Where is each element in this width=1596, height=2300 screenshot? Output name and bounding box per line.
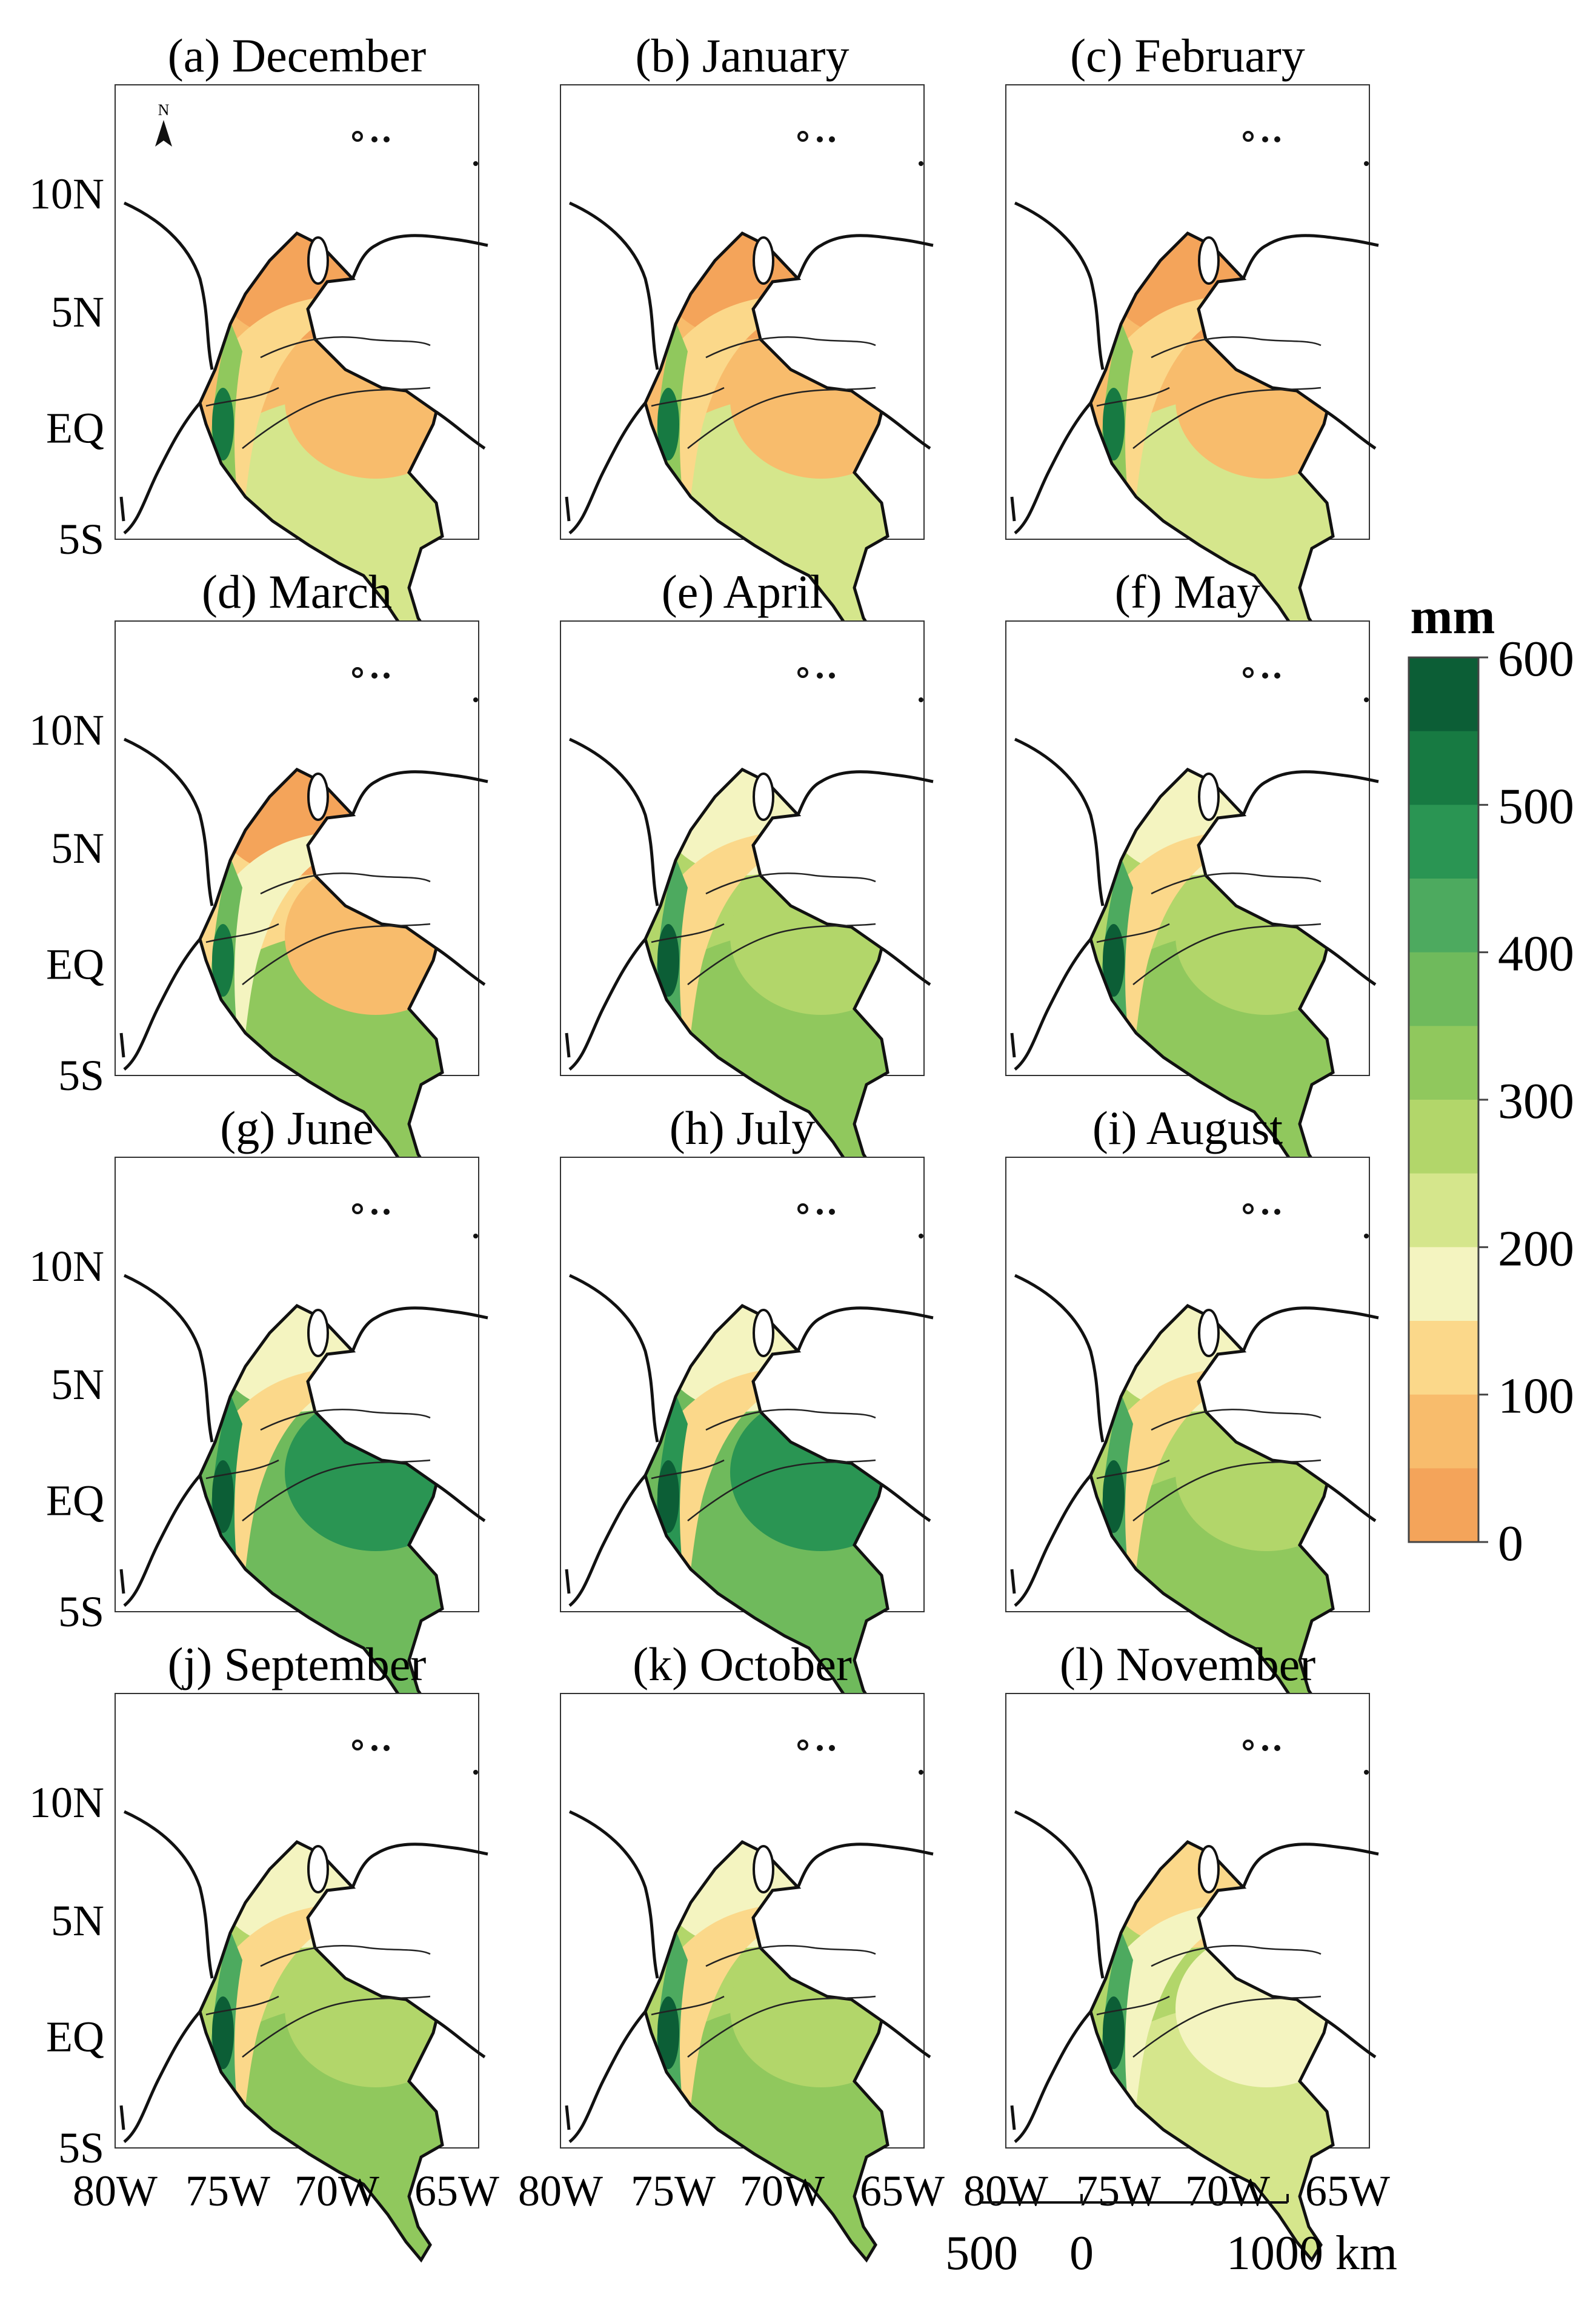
colorbar-segment xyxy=(1409,952,1478,1026)
colorbar-segment xyxy=(1409,1468,1478,1543)
latitude-label: 10N xyxy=(29,706,104,754)
longitude-label: 75W xyxy=(185,2167,270,2215)
colorbar-tick-label: 0 xyxy=(1498,1515,1523,1572)
longitude-label: 70W xyxy=(294,2167,379,2215)
panel-title: (k) October xyxy=(633,1638,852,1690)
colorbar-segment xyxy=(1409,879,1478,953)
longitude-label: 70W xyxy=(740,2167,825,2215)
longitude-label: 80W xyxy=(73,2167,158,2215)
latitude-label: EQ xyxy=(46,1476,104,1524)
longitude-label: 80W xyxy=(518,2167,603,2215)
latitude-label: 10N xyxy=(29,1778,104,1827)
panel-title: (i) August xyxy=(1092,1102,1283,1154)
panel-title: (h) July xyxy=(670,1102,815,1154)
panel-title: (g) June xyxy=(220,1102,373,1154)
latitude-label: 10N xyxy=(29,170,104,218)
latitude-label: 5S xyxy=(58,1587,104,1636)
latitude-label: EQ xyxy=(46,940,104,988)
longitude-label: 70W xyxy=(1185,2167,1270,2215)
map-panel-1 xyxy=(115,84,488,654)
colorbar-segment xyxy=(1409,1394,1478,1469)
longitude-label: 80W xyxy=(963,2167,1048,2215)
colorbar-segment xyxy=(1409,731,1478,805)
colorbar-segment xyxy=(1409,1247,1478,1321)
colorbar-tick-label: 300 xyxy=(1498,1073,1574,1129)
scale-bar-label: 500 xyxy=(945,2227,1018,2280)
scale-bar-label: 0 xyxy=(1069,2227,1094,2280)
colorbar-segment xyxy=(1409,805,1478,879)
longitude-label: 75W xyxy=(631,2167,716,2215)
longitude-label: 65W xyxy=(1305,2167,1390,2215)
longitude-label: 65W xyxy=(860,2167,945,2215)
colorbar-unit: mm xyxy=(1411,588,1495,645)
panel-title: (d) March xyxy=(202,565,392,618)
latitude-label: 5S xyxy=(58,515,104,563)
map-panel-6 xyxy=(1005,620,1379,1191)
panel-title: (b) January xyxy=(635,29,849,82)
colorbar-tick-label: 600 xyxy=(1498,631,1574,687)
map-panel-4 xyxy=(115,620,488,1191)
colorbar-tick-label: 400 xyxy=(1498,926,1574,982)
latitude-label: 5N xyxy=(51,1360,104,1409)
map-panel-12 xyxy=(1005,1693,1379,2263)
colorbar-segment xyxy=(1409,1100,1478,1174)
latitude-label: 5S xyxy=(58,1051,104,1100)
latitude-label: EQ xyxy=(46,404,104,452)
latitude-label: EQ xyxy=(46,2012,104,2061)
latitude-label: 5N xyxy=(51,1896,104,1945)
latitude-label: 5N xyxy=(51,824,104,872)
latitude-label: 5S xyxy=(58,2124,104,2172)
north-arrow-label: N xyxy=(158,101,170,119)
colorbar-segment xyxy=(1409,1173,1478,1248)
latitude-label: 5N xyxy=(51,288,104,336)
panel-title: (j) September xyxy=(168,1638,427,1690)
colorbar-segment xyxy=(1409,657,1478,732)
panel-title: (f) May xyxy=(1115,565,1260,618)
panel-title: (c) February xyxy=(1070,29,1305,82)
longitude-label: 75W xyxy=(1076,2167,1161,2215)
panel-title: (l) November xyxy=(1060,1638,1315,1690)
colorbar-tick-label: 500 xyxy=(1498,778,1574,834)
scale-bar-label: 1000 km xyxy=(1226,2227,1397,2280)
panel-title: (e) April xyxy=(662,565,823,618)
colorbar-tick-label: 200 xyxy=(1498,1220,1574,1277)
north-arrow-icon: N xyxy=(155,101,172,147)
latitude-label: 10N xyxy=(29,1242,104,1291)
colorbar-segment xyxy=(1409,1026,1478,1100)
colorbar-segment xyxy=(1409,1321,1478,1395)
colorbar-tick-label: 100 xyxy=(1498,1368,1574,1424)
longitude-label: 65W xyxy=(414,2167,499,2215)
panel-title: (a) December xyxy=(168,29,427,82)
